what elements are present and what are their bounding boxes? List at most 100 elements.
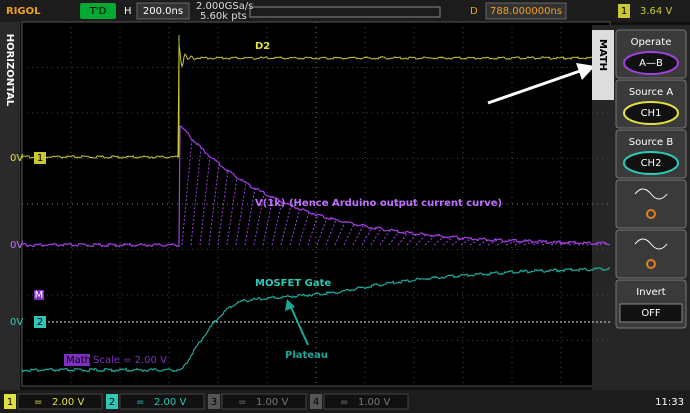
math-tag: Math	[66, 355, 91, 366]
channel-num: 1	[7, 397, 13, 408]
hatch-line	[208, 163, 220, 246]
channel-box	[119, 393, 205, 410]
hatch-line	[298, 211, 310, 246]
hatch-line	[271, 201, 283, 246]
hatch-line	[388, 231, 400, 246]
white-arrow	[487, 69, 581, 105]
channel-scale: 2.00 V	[154, 397, 186, 408]
hatch-line	[199, 156, 211, 246]
channel-scale: 2.00 V	[52, 397, 84, 408]
hatch-line	[280, 205, 292, 246]
menu-label: Operate	[631, 37, 672, 48]
channel-box	[323, 393, 409, 410]
white-arrowhead	[576, 63, 595, 80]
ch2-num: 2	[37, 317, 43, 328]
value-oval	[623, 101, 679, 125]
math-scale: Scale = 2.00 V	[93, 355, 167, 366]
channel-box	[17, 393, 103, 410]
grid	[22, 22, 610, 386]
value-oval	[623, 151, 679, 175]
trigger-channel: 1	[621, 6, 627, 17]
timebase: 200.0ns	[143, 6, 183, 17]
hatch-line	[397, 232, 409, 246]
channel-scale: 1.00 V	[358, 397, 390, 408]
menu-value: OFF	[641, 308, 661, 319]
menu-label: Invert	[636, 287, 665, 298]
trigger-level: 3.64 V	[640, 6, 672, 17]
channel-coupling: =	[340, 397, 348, 408]
hatch-line	[217, 170, 229, 246]
hatch-line	[370, 228, 382, 246]
status-box	[80, 3, 116, 19]
channel-coupling: =	[136, 397, 144, 408]
knob-icon	[646, 209, 656, 219]
plateau-label: Plateau	[285, 350, 328, 361]
hatch-line	[550, 241, 562, 246]
channel-num-box	[208, 394, 220, 409]
ui-layer: RIGOL T'D H 200.0ns 2.000GSa/s5.60k pts D 788.…	[4, 1, 687, 410]
hatch-line	[316, 217, 328, 246]
channel-num: 2	[109, 397, 115, 408]
channel-scale: 1.00 V	[256, 397, 288, 408]
ch2-marker	[34, 316, 46, 328]
menu-title-bg	[592, 30, 614, 100]
plateau-arrow	[289, 304, 309, 346]
menu-label: Source A	[629, 87, 674, 98]
hatch-line	[181, 138, 193, 246]
memory-depth: 5.60k pts	[200, 11, 247, 22]
menu-value: A—B	[639, 58, 663, 69]
channel-coupling: =	[34, 397, 42, 408]
channel-num-box	[310, 394, 322, 409]
hatch-line	[334, 221, 346, 246]
hatch-line	[226, 177, 238, 246]
d2-label: D2	[255, 41, 270, 52]
brand: RIGOL	[6, 6, 41, 17]
ch2-level: 0V	[10, 317, 23, 328]
icon	[634, 238, 668, 250]
current-label: V(1k) (Hence Arduino output current curv…	[255, 198, 502, 209]
ch2-trace	[21, 267, 610, 373]
hatch-line	[505, 240, 517, 246]
trig-ch-box	[618, 4, 630, 18]
hatch-line	[361, 227, 373, 246]
ch1-level: 0V	[10, 153, 23, 164]
delay: 788.000000ns	[490, 6, 562, 17]
hatch-line	[460, 238, 472, 246]
hatch-line	[244, 188, 256, 246]
hatch-line	[379, 230, 391, 246]
menu-value: CH2	[641, 158, 662, 169]
menu-label: Source B	[629, 137, 674, 148]
hatch-line	[307, 214, 319, 246]
value-oval	[623, 51, 679, 75]
hatch-line	[532, 241, 544, 246]
memory-bar	[249, 6, 441, 18]
timebase-label: H	[124, 6, 132, 17]
hatch-line	[406, 233, 418, 246]
menu-button	[615, 229, 687, 279]
menu-value: CH1	[641, 108, 662, 119]
channel-box	[221, 393, 307, 410]
timebase-box	[136, 2, 190, 20]
math-marker: M	[35, 290, 44, 301]
math-tag-box	[64, 354, 90, 366]
channel-num-box	[4, 394, 16, 409]
hatch-line	[487, 239, 499, 246]
left-tab-label: HORIZONTAL	[4, 34, 15, 107]
channel-num-box	[106, 394, 118, 409]
ch1-marker	[34, 152, 46, 164]
hatch-line	[595, 242, 607, 246]
left-tab	[0, 22, 20, 390]
math-marker-box	[34, 290, 44, 300]
math-level: 0V	[10, 240, 23, 251]
clock: 11:33	[655, 397, 684, 408]
hatch-line	[325, 219, 337, 246]
hatch-line	[253, 193, 265, 246]
ch1-trace	[21, 35, 611, 160]
hatch-line	[262, 197, 274, 246]
icon	[634, 188, 668, 200]
delay-label: D	[470, 6, 478, 17]
menu-button	[615, 179, 687, 229]
sample-rate: 2.000GSa/s	[196, 1, 253, 12]
channel-coupling: =	[238, 397, 246, 408]
